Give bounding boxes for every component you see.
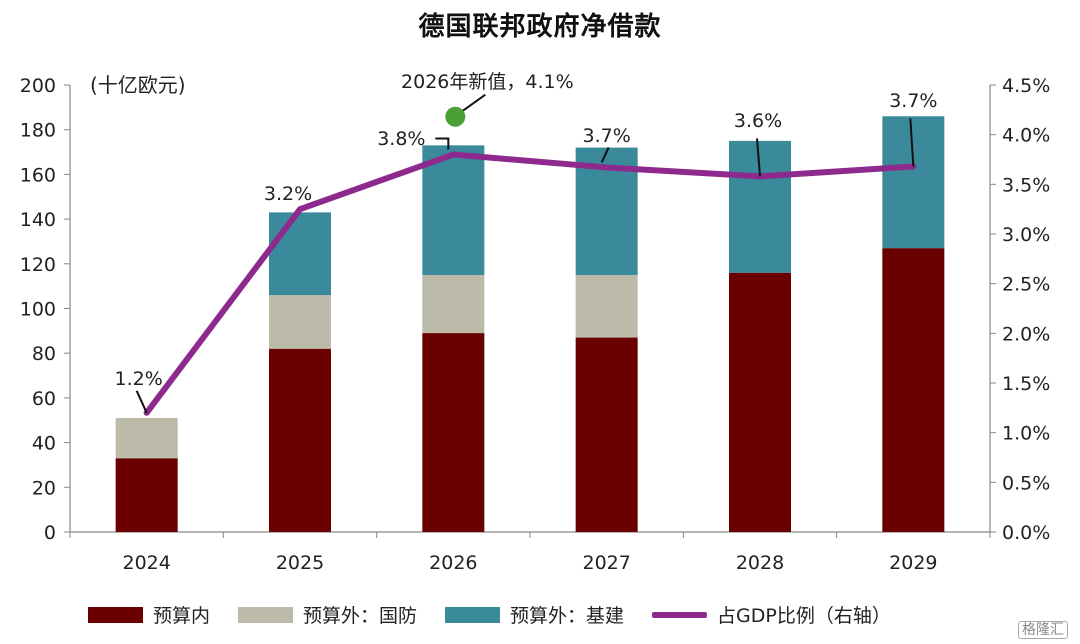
- data-label-leader: [909, 118, 915, 167]
- y2-tick-label: 1.0%: [1002, 423, 1050, 445]
- gdp-ratio-data-label: 1.2%: [115, 368, 163, 390]
- bar-infrastructure: [882, 116, 945, 249]
- gdp-ratio-data-label: 3.8%: [377, 128, 425, 150]
- legend-label-defense: 预算外：国防: [303, 605, 418, 627]
- legend-label-infrastructure: 预算外：基建: [510, 605, 625, 627]
- x-tick-label: 2027: [582, 552, 630, 574]
- bar-infrastructure: [422, 145, 485, 275]
- legend-item-in-budget: 预算内: [88, 601, 210, 628]
- highlight-point-marker: [445, 106, 466, 127]
- data-label-leader: [135, 390, 148, 414]
- legend-label-gdp-ratio: 占GDP比例（右轴）: [717, 605, 891, 627]
- y2-tick-label: 3.0%: [1002, 224, 1050, 246]
- y-tick-label: 60: [32, 388, 56, 410]
- bar-in-budget: [575, 337, 638, 532]
- gdp-ratio-line: [143, 151, 917, 416]
- chart-plot: 0 20 40 60 80 100 120 140 160 180 200 0.0% 0.5% 1.0% 1…: [20, 71, 1051, 574]
- bar-defense: [115, 418, 178, 459]
- y2-tick-label: 4.0%: [1002, 125, 1050, 147]
- bar-defense: [422, 274, 485, 334]
- chart-title: 德国联邦政府净借款: [418, 12, 662, 42]
- gdp-ratio-data-label: 3.6%: [734, 110, 782, 132]
- legend-label-in-budget: 预算内: [153, 605, 211, 627]
- highlight-point-label: 2026年新值，4.1%: [401, 71, 574, 93]
- x-tick-label: 2024: [122, 552, 170, 574]
- x-tick-label: 2025: [276, 552, 324, 574]
- legend: 预算内 预算外：国防 预算外：基建 占GDP比例（右轴）: [88, 601, 919, 628]
- data-label-leader: [756, 138, 761, 177]
- legend-swatch-in-budget: [88, 606, 143, 623]
- bar-in-budget: [269, 348, 331, 532]
- gdp-ratio-data-label: 3.7%: [583, 125, 631, 147]
- y-tick-label: 180: [20, 120, 56, 142]
- y-tick-label: 80: [32, 343, 56, 365]
- data-label-leader: [435, 137, 450, 150]
- gdp-ratio-data-label: 3.7%: [889, 90, 937, 112]
- watermark-logo: 格隆汇: [1018, 621, 1068, 639]
- y-tick-label: 20: [32, 477, 56, 499]
- legend-item-defense: 预算外：国防: [238, 601, 417, 628]
- bar-defense: [269, 295, 331, 349]
- legend-item-infrastructure: 预算外：基建: [445, 601, 624, 628]
- y-axis-unit-label: (十亿欧元): [90, 73, 186, 97]
- legend-item-gdp-ratio: 占GDP比例（右轴）: [652, 601, 891, 628]
- legend-swatch-infrastructure: [445, 606, 501, 623]
- y2-tick-label: 0.0%: [1002, 522, 1050, 544]
- y2-tick-label: 3.5%: [1002, 174, 1050, 196]
- bar-in-budget: [882, 248, 945, 532]
- x-tick-label: 2028: [736, 552, 784, 574]
- y-tick-label: 200: [20, 75, 56, 97]
- legend-swatch-gdp-ratio: [652, 611, 708, 618]
- bar-defense: [575, 274, 638, 338]
- x-tick-label: 2029: [889, 552, 937, 574]
- y2-tick-label: 4.5%: [1002, 75, 1050, 97]
- bar-in-budget: [115, 458, 178, 532]
- y2-tick-label: 2.5%: [1002, 274, 1050, 296]
- bar-infrastructure: [729, 140, 791, 273]
- y-tick-label: 40: [32, 433, 56, 455]
- y2-tick-label: 0.5%: [1002, 472, 1050, 494]
- data-label-leader: [600, 147, 610, 163]
- gdp-ratio-data-label: 3.2%: [264, 183, 312, 205]
- y-tick-label: 0: [44, 522, 56, 544]
- legend-swatch-defense: [238, 606, 294, 623]
- bar-in-budget: [729, 272, 791, 532]
- y2-tick-label: 2.0%: [1002, 323, 1050, 345]
- y-tick-label: 160: [20, 164, 56, 186]
- y2-tick-label: 1.5%: [1002, 373, 1050, 395]
- bar-infrastructure: [269, 212, 331, 296]
- x-tick-label: 2026: [429, 552, 477, 574]
- y-tick-label: 100: [20, 299, 56, 321]
- y-tick-label: 140: [20, 209, 56, 231]
- y-tick-label: 120: [20, 254, 56, 276]
- bar-in-budget: [422, 333, 485, 532]
